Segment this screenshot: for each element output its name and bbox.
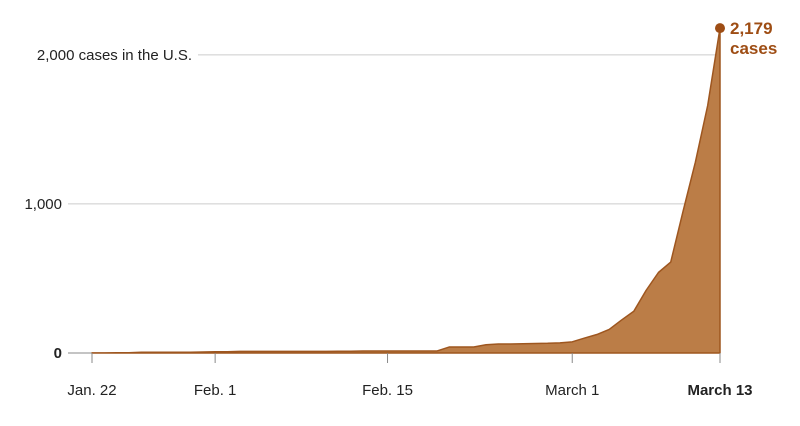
x-tick-label: March 13 <box>687 382 752 399</box>
end-dot <box>715 23 725 34</box>
x-tick-label: Feb. 1 <box>194 382 237 399</box>
x-tick-label: Jan. 22 <box>67 382 116 399</box>
x-tick-label: Feb. 15 <box>362 382 413 399</box>
area <box>91 27 721 354</box>
y-tick-label: 1,000 <box>24 196 62 213</box>
y-tick-label: 0 <box>54 345 62 362</box>
x-tick-label: March 1 <box>545 382 599 399</box>
annotation: cases <box>730 39 777 58</box>
y-tick-label: 2,000 cases in the U.S. <box>37 47 192 64</box>
value-label: 2,179 <box>730 19 773 38</box>
